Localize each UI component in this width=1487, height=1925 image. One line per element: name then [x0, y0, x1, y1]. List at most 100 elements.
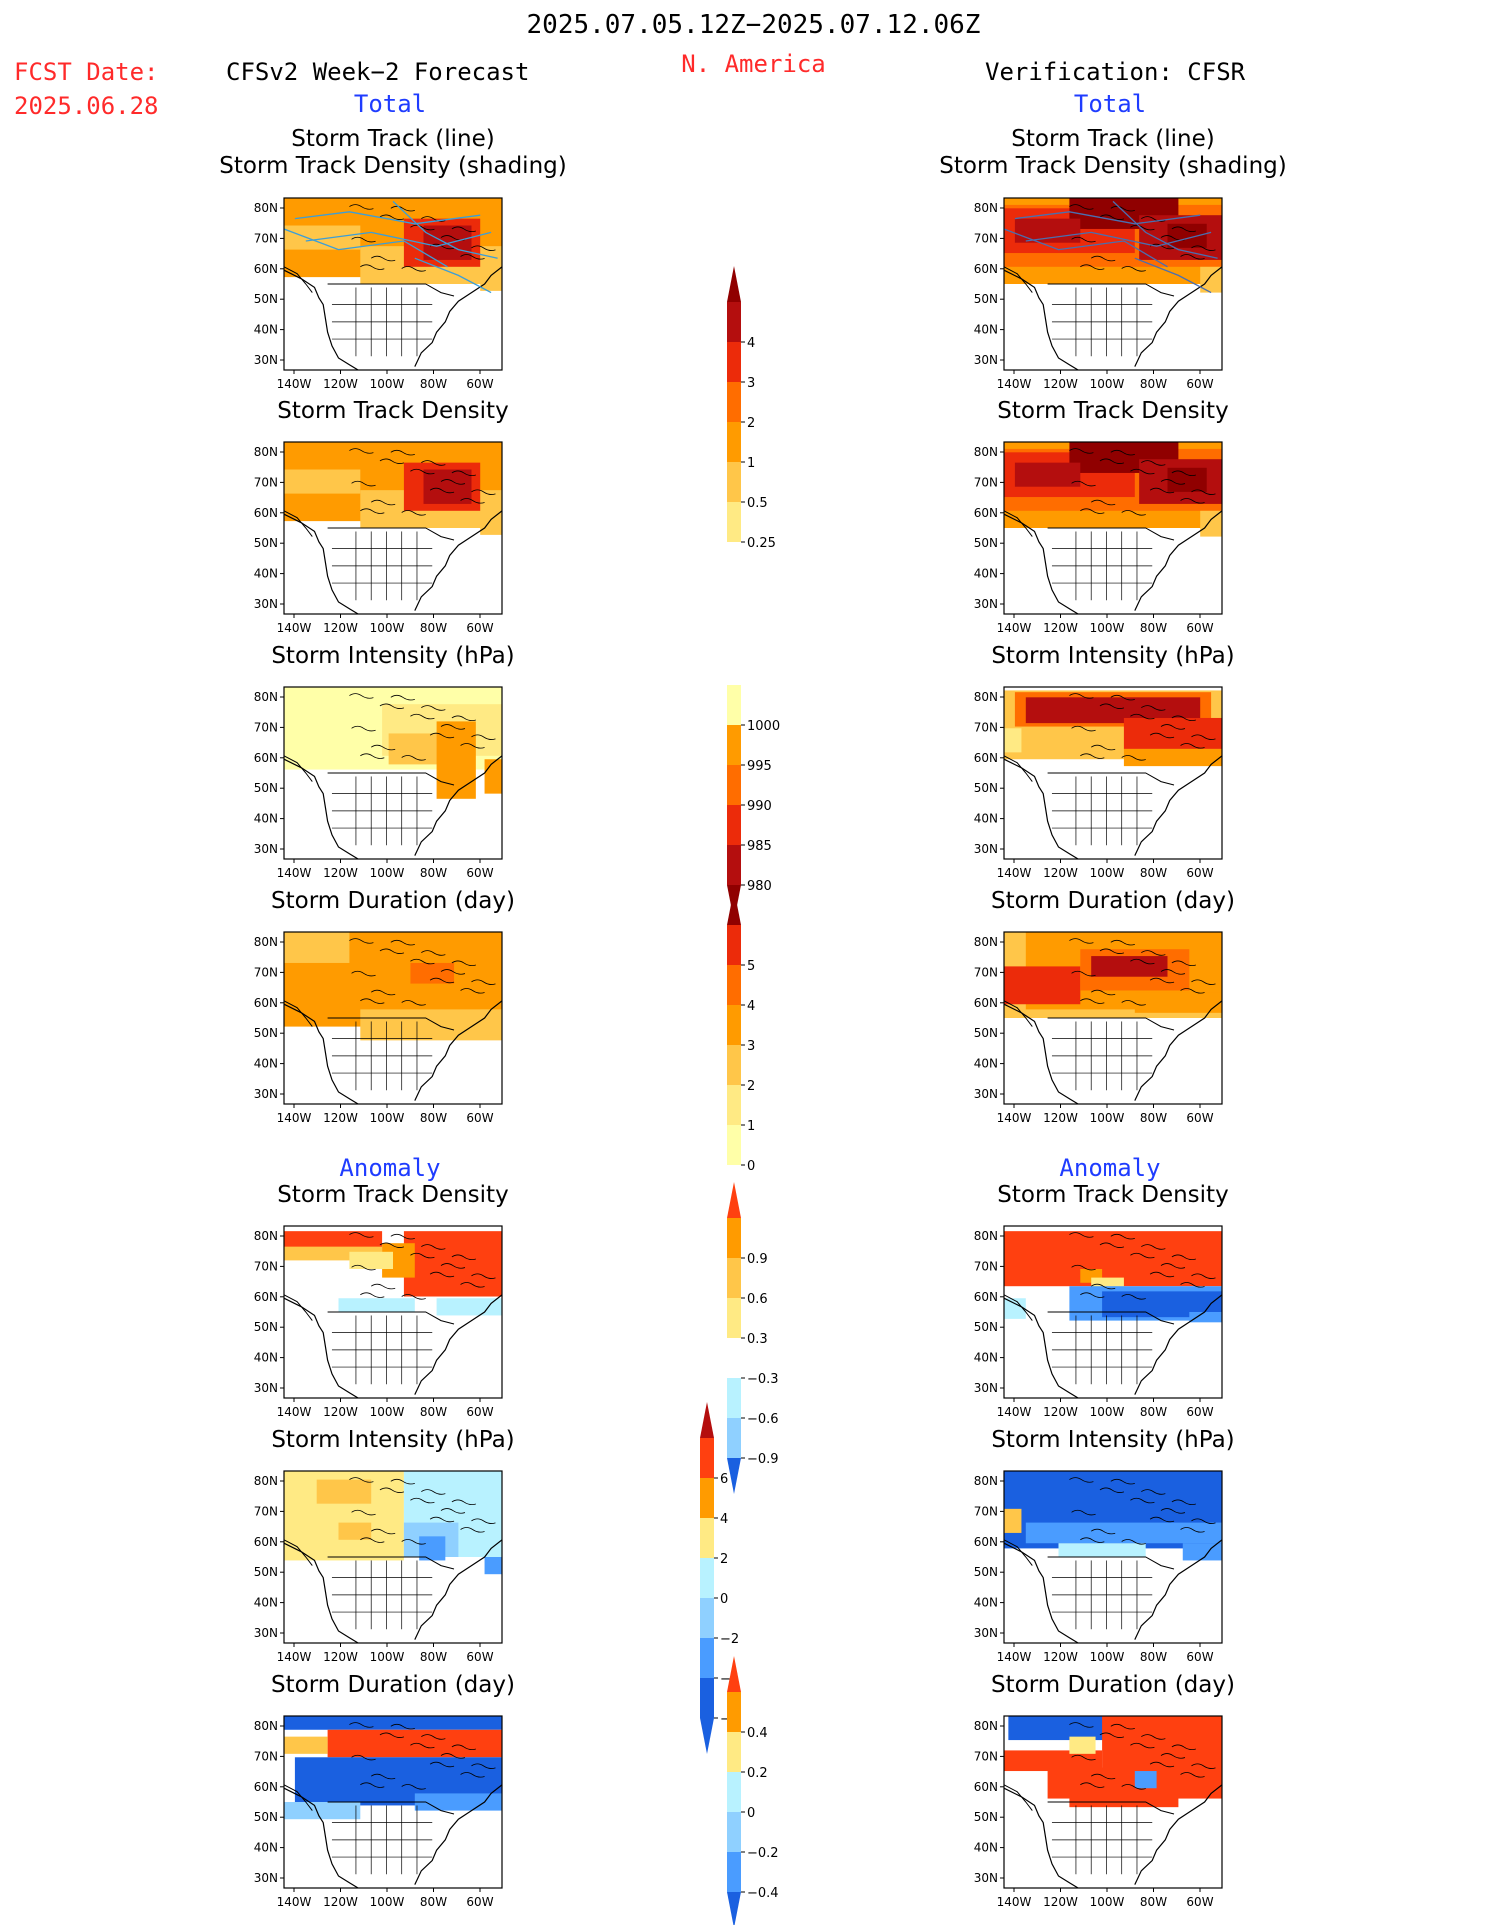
- colorbar-duration-total: 5 4 3 2 1 0: [727, 889, 755, 1174]
- colorbar-swatch: [727, 1418, 741, 1458]
- arctic-coast: [1160, 1753, 1186, 1759]
- arctic-coast: [370, 1528, 396, 1535]
- shading-cell: [480, 270, 502, 291]
- lon-tick-label: 120W: [323, 1650, 358, 1664]
- arctic-coast: [1090, 744, 1116, 751]
- lon-tick-label: 140W: [277, 1111, 312, 1125]
- arctic-coast: [1171, 226, 1196, 233]
- colorbar-label: 4: [747, 336, 755, 351]
- colorbar-label: 985: [747, 839, 772, 854]
- lon-tick-label: 100W: [370, 1895, 405, 1909]
- panel-title-track_shading: Storm Track Density (shading): [939, 153, 1286, 179]
- shading-cell: [484, 759, 502, 794]
- lat-tick-label: 40N: [974, 812, 998, 826]
- arctic-coast: [1090, 1528, 1116, 1535]
- arctic-coast: [1080, 998, 1105, 1004]
- date-range-title: 2025.07.05.12Z−2025.07.12.06Z: [526, 10, 981, 40]
- arctic-coast: [379, 1242, 405, 1248]
- panel-title-track_density: Storm Track Density: [997, 398, 1228, 424]
- arctic-coast: [451, 1744, 476, 1751]
- lon-tick-label: 100W: [1090, 866, 1125, 880]
- arctic-coast: [1080, 1782, 1105, 1788]
- lat-tick-label: 30N: [974, 1087, 998, 1101]
- shading-cell: [338, 1522, 372, 1540]
- arctic-coast: [1121, 266, 1146, 272]
- coastline: [1004, 1784, 1222, 1888]
- lat-tick-label: 70N: [254, 231, 278, 245]
- colorbar-label: 0: [747, 1159, 755, 1174]
- shading-cell: [1014, 462, 1081, 487]
- lon-tick-label: 60W: [466, 1650, 493, 1664]
- arctic-coast: [1099, 1242, 1125, 1248]
- arctic-coast: [451, 226, 476, 233]
- arctic-coast: [1149, 977, 1175, 984]
- lat-tick-label: 60N: [254, 506, 278, 520]
- arctic-coast: [1130, 1497, 1155, 1504]
- arctic-coast: [1080, 508, 1105, 514]
- storm-track-line: [1014, 211, 1201, 225]
- arctic-coast: [471, 245, 496, 251]
- alaska-coast: [1004, 510, 1033, 537]
- lat-tick-label: 30N: [254, 1381, 278, 1395]
- storm-track-line: [305, 231, 492, 247]
- arctic-coast: [1071, 480, 1096, 487]
- lat-tick-label: 30N: [254, 1626, 278, 1640]
- colorbar-swatch: [727, 685, 741, 725]
- shading-cell: [1008, 1716, 1107, 1741]
- arctic-coast: [451, 1254, 476, 1261]
- arctic-coast: [421, 950, 446, 956]
- arctic-coast: [1180, 1772, 1205, 1778]
- lat-tick-label: 60N: [254, 996, 278, 1010]
- lat-tick-label: 70N: [254, 720, 278, 734]
- map-frame: [283, 197, 503, 371]
- panel-title-duration: Storm Duration (day): [991, 1672, 1235, 1698]
- arctic-coast: [1069, 1477, 1094, 1483]
- arctic-coast: [349, 448, 374, 454]
- map-frame: [1003, 197, 1223, 371]
- country-border: [1047, 1311, 1175, 1325]
- lat-tick-label: 60N: [974, 996, 998, 1010]
- model-column-title: CFSv2 Week−2 Forecast: [226, 58, 530, 86]
- arctic-coast: [1141, 1244, 1166, 1250]
- lat-tick-label: 40N: [254, 1841, 278, 1855]
- colorbar-label: 2: [720, 1552, 728, 1567]
- lat-tick-label: 80N: [254, 1474, 278, 1488]
- shading-cell: [1069, 1736, 1096, 1754]
- colorbar-duration-anom: 0.4 0.2 0 −0.2 −0.4: [727, 1656, 779, 1925]
- arctic-coast: [1160, 1263, 1186, 1269]
- arctic-coast: [471, 1763, 496, 1769]
- country-border: [327, 1017, 455, 1031]
- lat-tick-label: 60N: [974, 1535, 998, 1549]
- arctic-coast: [1080, 1292, 1105, 1298]
- arctic-coast: [390, 449, 415, 456]
- lat-tick-label: 80N: [974, 935, 998, 949]
- arctic-coast: [360, 1782, 385, 1788]
- lon-tick-label: 140W: [997, 621, 1032, 635]
- arctic-coast: [1090, 499, 1116, 506]
- arctic-coast: [1090, 255, 1116, 262]
- lat-tick-label: 80N: [254, 935, 278, 949]
- lat-tick-label: 60N: [254, 262, 278, 276]
- alaska-coast: [1004, 1539, 1033, 1566]
- region-title: N. America: [681, 50, 826, 78]
- alaska-coast: [1004, 1784, 1033, 1811]
- lat-tick-label: 70N: [974, 1504, 998, 1518]
- storm-track-line: [1004, 228, 1168, 268]
- lat-tick-label: 60N: [974, 1290, 998, 1304]
- coastline: [284, 1539, 502, 1643]
- arctic-coast: [440, 479, 466, 485]
- shading-cell: [1014, 218, 1081, 243]
- lon-tick-label: 100W: [1090, 1895, 1125, 1909]
- shading-cell: [1004, 1231, 1222, 1287]
- lon-tick-label: 100W: [1090, 377, 1125, 391]
- arctic-coast: [349, 204, 374, 210]
- lon-tick-label: 60W: [1186, 1895, 1213, 1909]
- arctic-coast: [1080, 753, 1105, 759]
- arctic-coast: [1069, 938, 1094, 944]
- arctic-coast: [351, 1264, 376, 1271]
- arctic-coast: [390, 939, 415, 946]
- arctic-coast: [1099, 214, 1125, 220]
- lon-tick-label: 60W: [1186, 621, 1213, 635]
